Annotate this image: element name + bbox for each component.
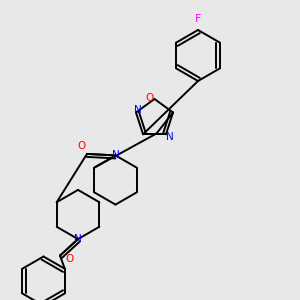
Text: O: O [65, 254, 74, 264]
Text: O: O [145, 92, 153, 103]
Text: O: O [77, 141, 86, 152]
Text: N: N [74, 234, 82, 244]
Text: F: F [195, 14, 201, 24]
Text: N: N [134, 105, 141, 115]
Text: N: N [112, 150, 119, 161]
Text: N: N [166, 132, 173, 142]
